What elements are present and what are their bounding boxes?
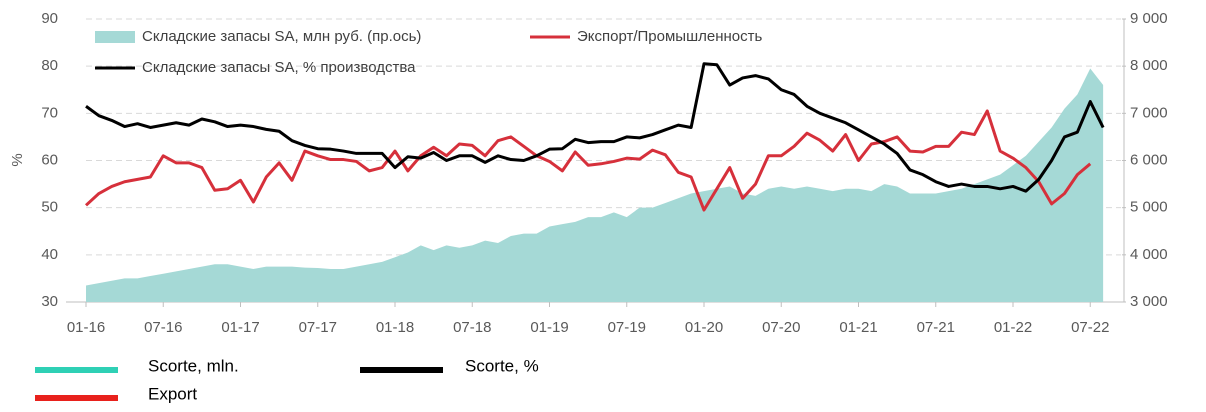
y2-tick-label: 3 000: [1130, 293, 1168, 310]
x-tick-label: 01-20: [685, 319, 723, 336]
y-tick-label: 60: [41, 151, 58, 168]
y-axis-label: %: [9, 153, 26, 166]
x-tick-label: 07-20: [762, 319, 800, 336]
y-tick-label: 30: [41, 293, 58, 310]
line-series: [85, 62, 1105, 193]
y2-tick-label: 4 000: [1130, 246, 1168, 263]
y2-tick-label: 8 000: [1130, 57, 1168, 74]
line-series: [84, 109, 1092, 212]
x-tick-label: 07-18: [453, 319, 491, 336]
legend2-label: Scorte, %: [465, 356, 539, 375]
y-tick-label: 40: [41, 246, 58, 263]
y-tick-label: 80: [41, 57, 58, 74]
x-tick-label: 07-21: [917, 319, 955, 336]
x-tick-label: 01-16: [67, 319, 105, 336]
y-tick-label: 70: [41, 104, 58, 121]
x-tick-label: 01-21: [839, 319, 877, 336]
x-tick-label: 01-19: [530, 319, 568, 336]
legend-label: Складские запасы SA, млн руб. (пр.ось): [142, 28, 421, 45]
x-tick-label: 07-19: [608, 319, 646, 336]
legend-swatch: [95, 31, 135, 43]
legend-label: Экспорт/Промышленность: [577, 28, 762, 45]
area-series: [86, 68, 1104, 303]
y-tick-label: 50: [41, 199, 58, 216]
x-tick-label: 07-16: [144, 319, 182, 336]
x-tick-label: 01-18: [376, 319, 414, 336]
legend-label: Складские запасы SA, % производства: [142, 59, 416, 76]
y2-tick-label: 7 000: [1130, 104, 1168, 121]
x-tick-label: 07-17: [299, 319, 337, 336]
x-tick-label: 01-17: [221, 319, 259, 336]
x-tick-label: 01-22: [994, 319, 1032, 336]
x-tick-label: 07-22: [1071, 319, 1109, 336]
legend2-label: Scorte, mln.: [148, 356, 239, 375]
y-tick-label: 90: [41, 10, 58, 27]
legend2-label: Export: [148, 384, 197, 403]
y2-tick-label: 5 000: [1130, 199, 1168, 216]
y2-tick-label: 9 000: [1130, 10, 1168, 27]
y2-tick-label: 6 000: [1130, 151, 1168, 168]
